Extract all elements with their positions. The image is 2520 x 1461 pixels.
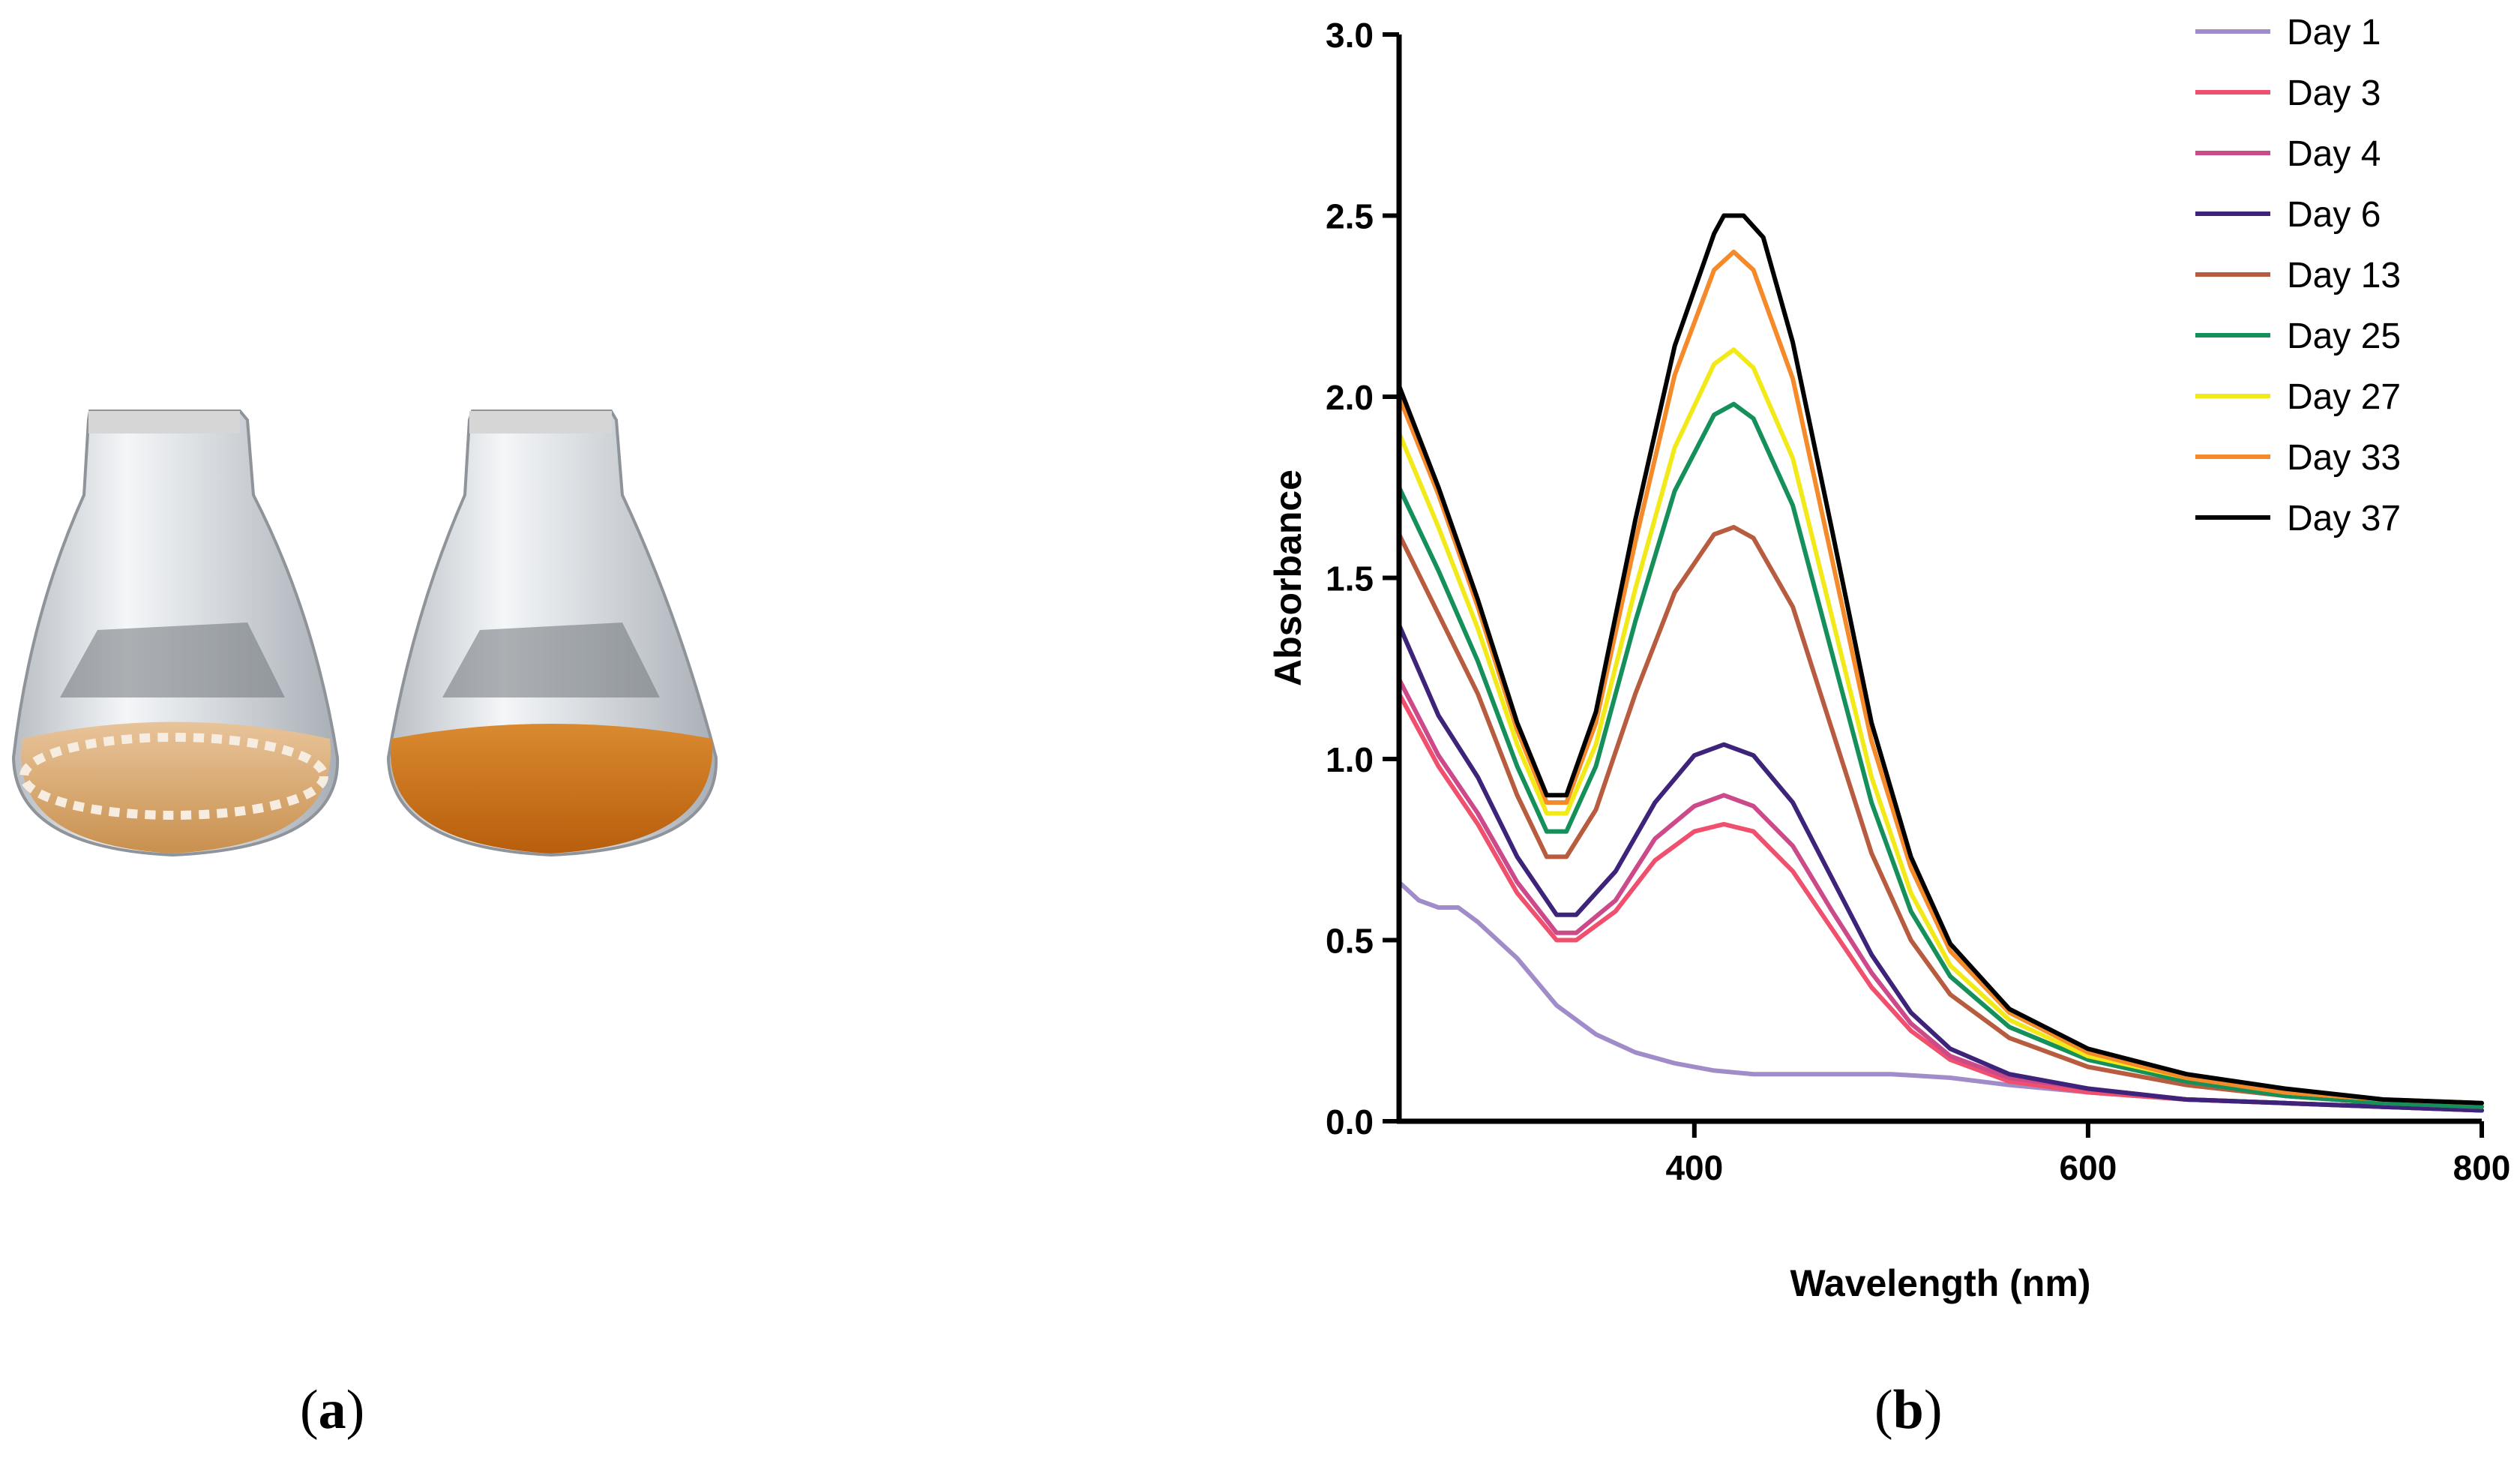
legend-label: Day 4	[2287, 134, 2381, 174]
caption-letter: a	[318, 1379, 346, 1441]
legend-label: Day 27	[2287, 377, 2401, 417]
caption-letter: b	[1892, 1379, 1924, 1441]
x-tick-label: 600	[2060, 1148, 2117, 1187]
x-tick-label: 800	[2453, 1148, 2511, 1187]
treated-flask	[386, 410, 718, 857]
flask-liquid	[21, 722, 331, 854]
legend-label: Day 3	[2287, 74, 2381, 113]
series-line-day-6	[1397, 622, 2484, 1113]
x-tick-label: 400	[1665, 1148, 1723, 1187]
flask-cap	[88, 411, 240, 434]
control-flask	[11, 410, 340, 857]
series-line-day-25	[1397, 401, 2484, 1109]
y-tick-label: 2.0	[1326, 378, 1374, 417]
flask-cap	[469, 411, 612, 434]
legend-label: Day 1	[2287, 13, 2381, 52]
series-line-day-27	[1397, 347, 2484, 1106]
y-tick-label: 3.0	[1326, 16, 1374, 55]
y-tick-label: 0.0	[1326, 1102, 1374, 1142]
series-layer	[1397, 213, 2484, 1113]
flask-photo	[11, 410, 718, 857]
axes-layer: 0.0 0.5 1.0 1.5 2.0 2.5 3.0 400 600 800	[1326, 16, 2510, 1187]
flask-liquid	[390, 724, 713, 854]
series-line-day-13	[1397, 524, 2484, 1109]
y-tick-label: 2.5	[1326, 197, 1374, 236]
series-line-day-37	[1397, 213, 2484, 1106]
absorbance-chart: 0.0 0.5 1.0 1.5 2.0 2.5 3.0 400 600 800 Absorban…	[1267, 13, 2510, 1304]
y-ticks: 0.0 0.5 1.0 1.5 2.0 2.5 3.0	[1326, 16, 1399, 1142]
x-axis-label: Wavelength (nm)	[1790, 1262, 2091, 1304]
panel-b-caption: (b)	[1874, 1378, 1942, 1442]
caption-open: (	[1874, 1379, 1893, 1441]
legend-label: Day 25	[2287, 316, 2401, 356]
flask-shadow	[60, 622, 285, 698]
caption-close: )	[346, 1379, 365, 1441]
caption-open: (	[300, 1379, 319, 1441]
legend-label: Day 33	[2287, 438, 2401, 478]
panel-a-caption: (a)	[300, 1378, 364, 1442]
flask-shadow	[442, 622, 660, 698]
legend-label: Day 37	[2287, 499, 2401, 538]
y-axis-label: Absorbance	[1267, 470, 1309, 686]
caption-close: )	[1923, 1379, 1943, 1441]
series-line-day-4	[1397, 676, 2484, 1113]
y-tick-label: 1.5	[1326, 560, 1374, 598]
series-line-day-33	[1397, 249, 2484, 1106]
x-ticks: 400 600 800	[1665, 1121, 2510, 1187]
y-tick-label: 1.0	[1326, 740, 1374, 779]
foam-ring	[19, 733, 328, 820]
y-tick-label: 0.5	[1326, 922, 1374, 961]
legend: Day 1 Day 3 Day 4 Day 6 Day 13 Day 25 Day 27 Da…	[2195, 13, 2401, 538]
legend-label: Day 13	[2287, 256, 2401, 296]
legend-label: Day 6	[2287, 195, 2381, 235]
